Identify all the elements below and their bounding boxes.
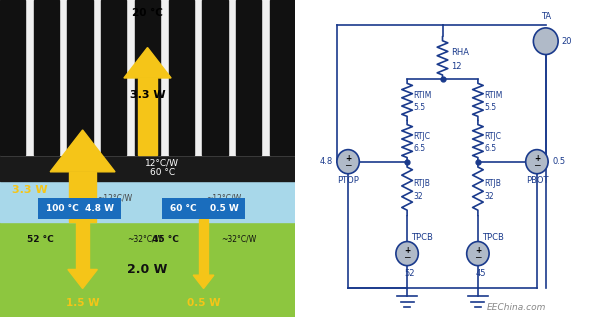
Text: 60 °C: 60 °C [170, 204, 196, 213]
Bar [0, 181, 295, 222]
Bar [69, 172, 96, 222]
Bar [236, 0, 261, 155]
Text: RTJB: RTJB [414, 179, 431, 188]
Text: TPCB: TPCB [411, 233, 434, 242]
Bar [101, 0, 126, 155]
Text: −: − [474, 252, 481, 262]
Text: PTOP: PTOP [337, 176, 359, 185]
Bar [270, 0, 295, 155]
FancyBboxPatch shape [38, 198, 121, 219]
Circle shape [526, 150, 548, 174]
Bar [0, 0, 295, 155]
Text: 4.8 W: 4.8 W [84, 204, 113, 213]
Text: 100 °C: 100 °C [46, 204, 78, 213]
Text: 5.5: 5.5 [414, 103, 426, 112]
Text: 0.5 W: 0.5 W [187, 298, 220, 308]
Text: 6.5: 6.5 [484, 145, 497, 153]
Text: 12°C/W: 12°C/W [145, 159, 179, 168]
Text: EEChina.com: EEChina.com [487, 303, 546, 312]
Bar [135, 0, 160, 155]
Text: RTJC: RTJC [484, 132, 502, 141]
Bar [34, 0, 59, 155]
Polygon shape [124, 48, 171, 78]
Text: ~32°C/W: ~32°C/W [127, 235, 162, 244]
Bar [0, 222, 295, 317]
Text: 2.0 W: 2.0 W [127, 263, 168, 276]
Bar [199, 219, 208, 275]
Text: TPCB: TPCB [482, 233, 504, 242]
Bar [67, 0, 93, 155]
Bar [0, 155, 295, 181]
Text: 12: 12 [451, 62, 461, 71]
Text: ~0 W: ~0 W [180, 200, 204, 209]
Bar [0, 0, 25, 155]
Text: 0.5: 0.5 [552, 157, 565, 166]
Text: 60 °C: 60 °C [150, 168, 175, 177]
FancyBboxPatch shape [162, 198, 245, 219]
Text: ~12°C/W: ~12°C/W [97, 194, 133, 203]
Text: 20 °C: 20 °C [132, 8, 163, 18]
Text: −: − [345, 160, 352, 170]
Text: 1.5 W: 1.5 W [66, 298, 99, 308]
Polygon shape [68, 269, 97, 288]
Text: 45: 45 [476, 269, 486, 278]
Text: 3.3 W: 3.3 W [130, 90, 165, 100]
Text: ~32°C/W: ~32°C/W [221, 235, 257, 244]
Text: +: + [404, 246, 410, 255]
Text: 5.5: 5.5 [484, 103, 497, 112]
Text: RHA: RHA [451, 48, 469, 57]
Text: RTIM: RTIM [484, 91, 503, 100]
Text: RTJB: RTJB [484, 179, 502, 188]
Text: 6.5: 6.5 [414, 145, 426, 153]
Text: 52: 52 [405, 269, 415, 278]
Text: +: + [345, 154, 351, 163]
Text: 20: 20 [561, 37, 572, 46]
Polygon shape [194, 275, 214, 288]
Text: RTIM: RTIM [414, 91, 432, 100]
Text: 52 °C: 52 °C [27, 235, 53, 244]
Circle shape [337, 150, 359, 174]
Text: 3.3 W: 3.3 W [12, 185, 47, 195]
Bar [137, 78, 158, 155]
Text: 0.5 W: 0.5 W [210, 204, 239, 213]
Text: +: + [475, 246, 481, 255]
Text: +: + [534, 154, 540, 163]
Text: 45 °C: 45 °C [152, 235, 179, 244]
Bar [77, 219, 88, 269]
Text: 32: 32 [414, 192, 423, 201]
Circle shape [533, 28, 558, 55]
Text: −: − [533, 160, 540, 170]
Text: TA: TA [540, 12, 551, 21]
Text: RTJC: RTJC [414, 132, 431, 141]
Circle shape [467, 242, 489, 266]
Bar [169, 0, 194, 155]
Text: 4.8: 4.8 [320, 157, 333, 166]
Text: ~12°C/W: ~12°C/W [206, 194, 242, 203]
Text: −: − [404, 252, 411, 262]
Text: PBOT: PBOT [526, 176, 548, 185]
Circle shape [396, 242, 418, 266]
Polygon shape [50, 130, 115, 172]
Bar [202, 0, 228, 155]
Text: 32: 32 [484, 192, 494, 201]
